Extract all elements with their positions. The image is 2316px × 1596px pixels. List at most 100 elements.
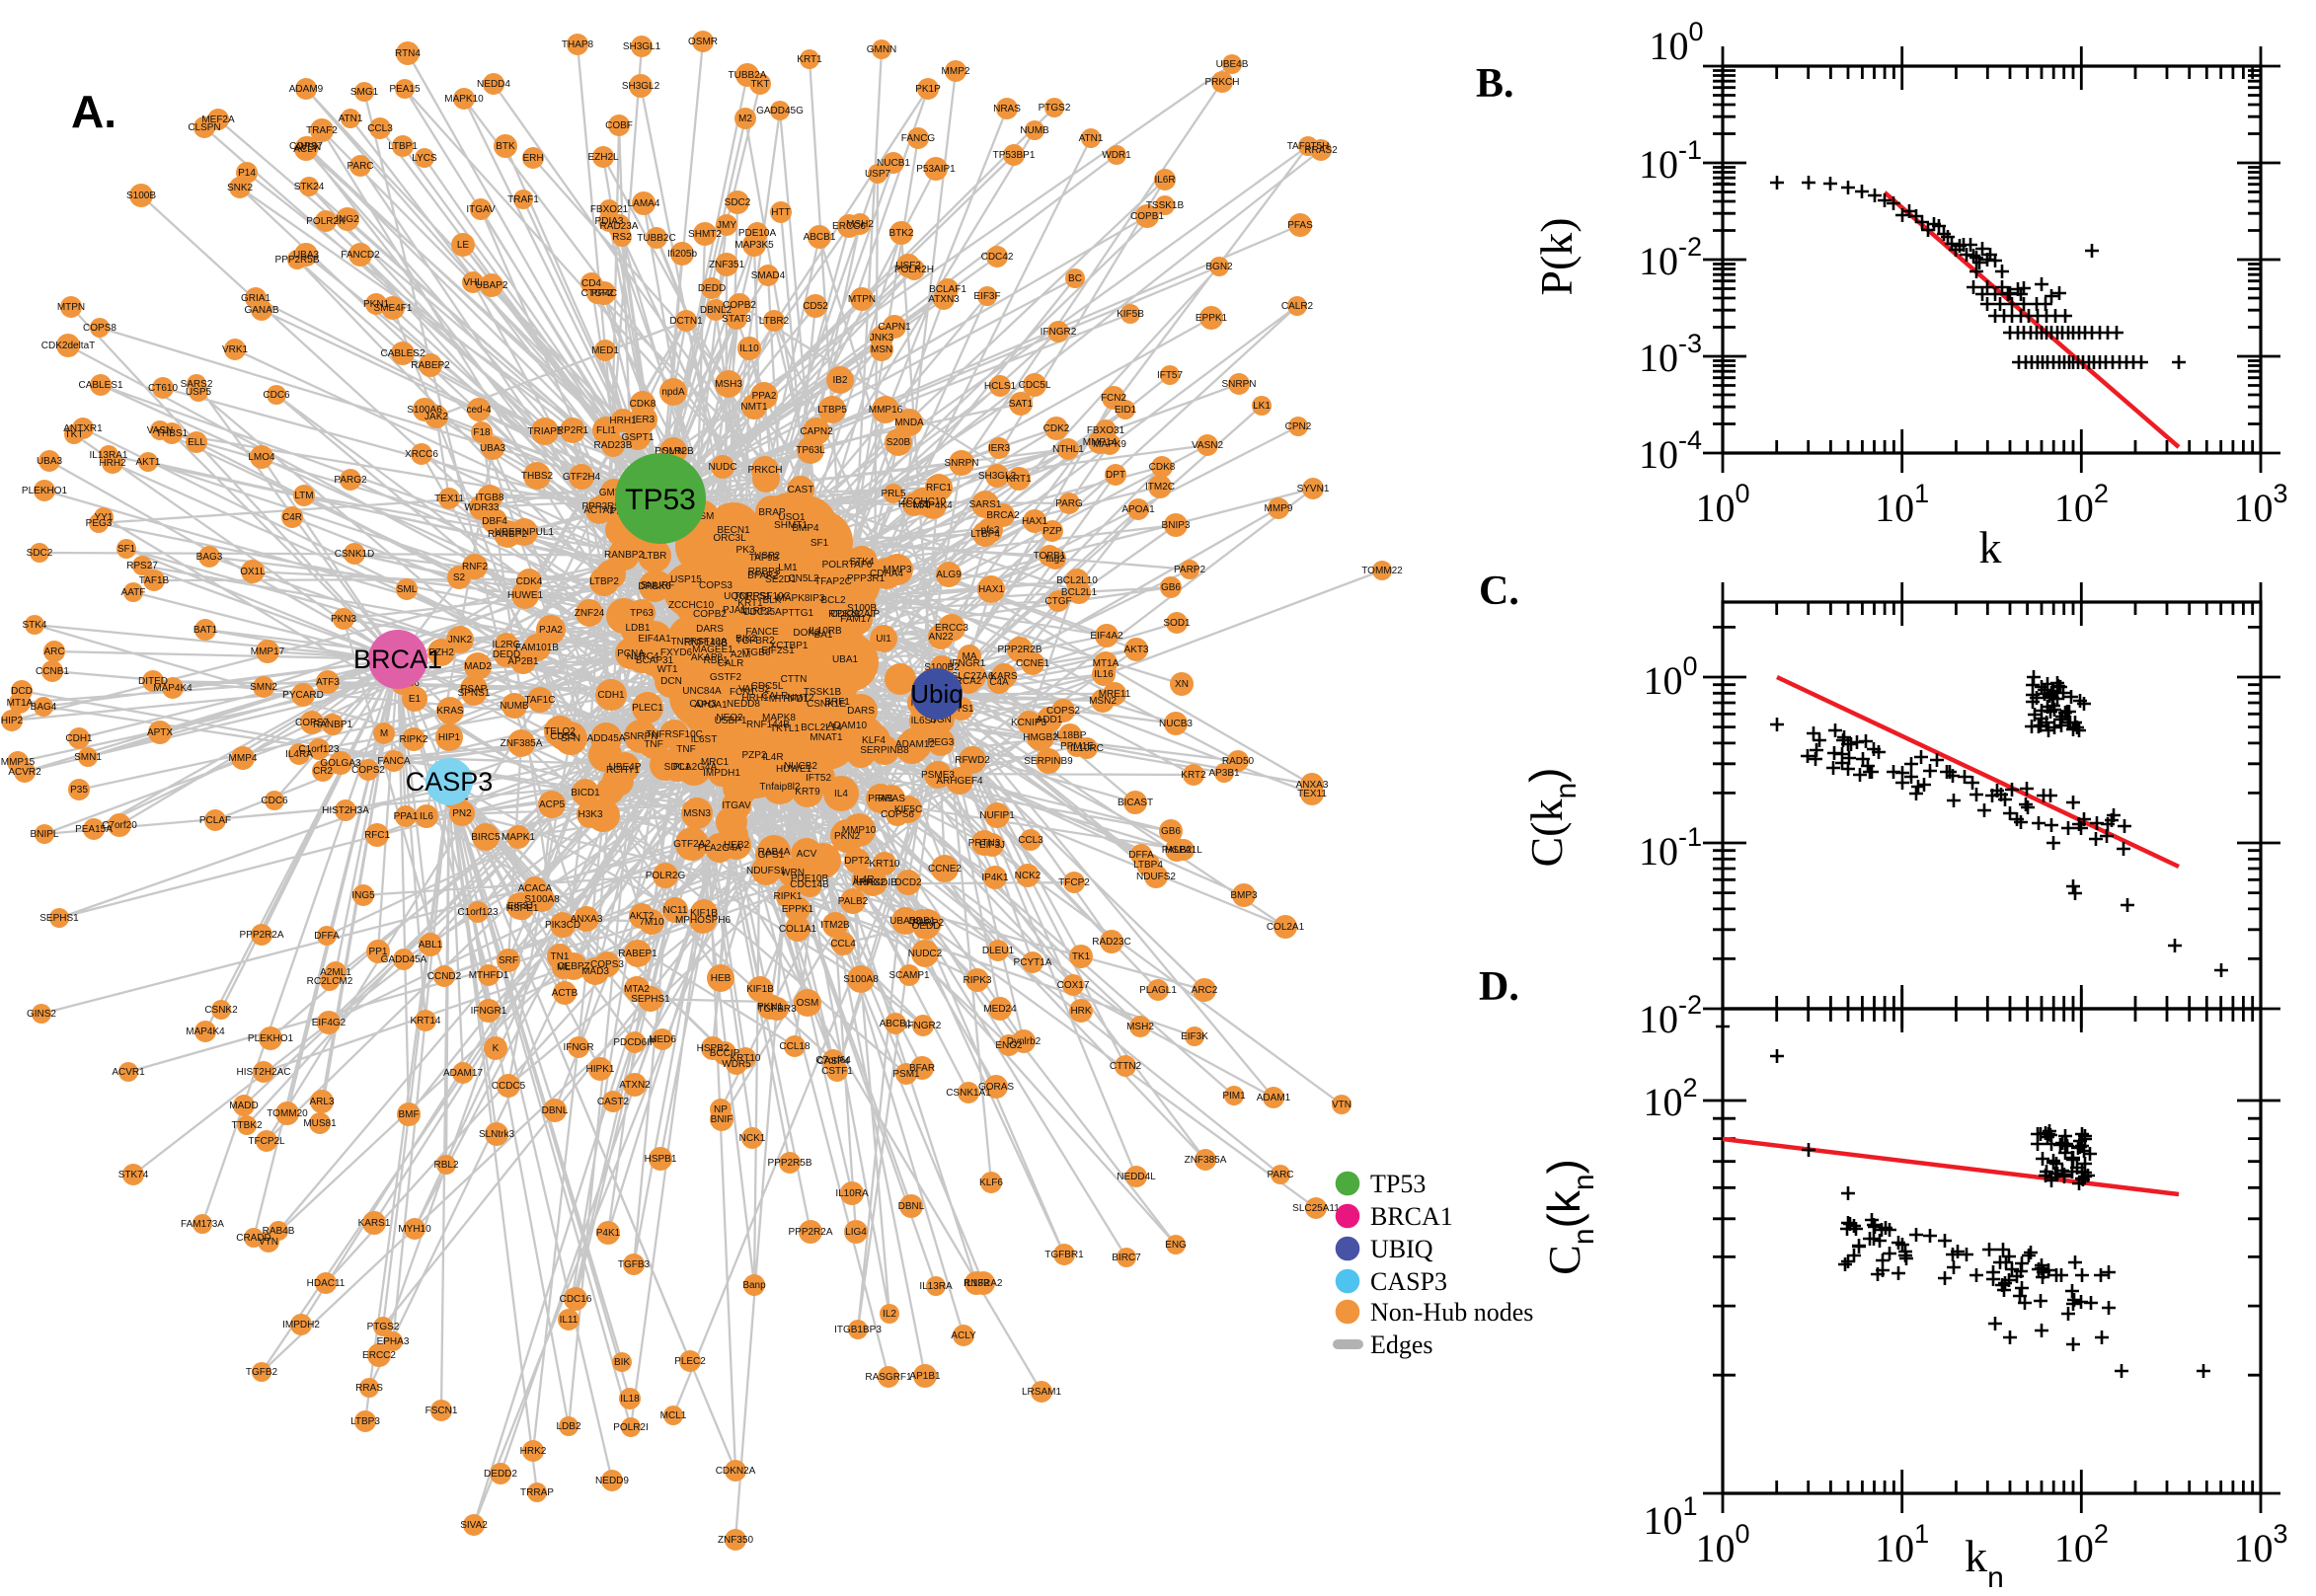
svg-text:POLR2H: POLR2H bbox=[894, 265, 934, 275]
svg-text:ACP5: ACP5 bbox=[539, 799, 566, 810]
svg-text:HTT: HTT bbox=[771, 207, 790, 218]
svg-text:PP1: PP1 bbox=[369, 947, 388, 957]
svg-text:ITM2C: ITM2C bbox=[1145, 482, 1175, 493]
svg-text:ADAM1: ADAM1 bbox=[1257, 1093, 1291, 1103]
svg-text:LTBP2: LTBP2 bbox=[589, 576, 619, 587]
svg-text:C4R: C4R bbox=[282, 512, 302, 523]
svg-text:K: K bbox=[493, 1043, 500, 1054]
svg-text:NMT2: NMT2 bbox=[787, 693, 814, 704]
svg-text:ACVR2: ACVR2 bbox=[8, 767, 41, 778]
svg-text:CAST2: CAST2 bbox=[597, 1097, 630, 1107]
svg-text:MAPK10: MAPK10 bbox=[444, 94, 484, 105]
svg-text:MADD: MADD bbox=[229, 1101, 258, 1111]
svg-text:HAX1: HAX1 bbox=[1022, 516, 1048, 527]
svg-text:KRT1: KRT1 bbox=[1006, 474, 1032, 485]
svg-text:TRRAP: TRRAP bbox=[520, 1487, 554, 1498]
svg-text:HAX2: HAX2 bbox=[860, 877, 887, 888]
svg-text:GORAS: GORAS bbox=[978, 1082, 1014, 1093]
svg-text:TEX11: TEX11 bbox=[434, 494, 464, 504]
svg-text:PJA1: PJA1 bbox=[723, 605, 746, 616]
svg-text:LDB2: LDB2 bbox=[556, 1421, 580, 1432]
svg-text:CDKN2AIP: CDKN2AIP bbox=[830, 609, 880, 620]
svg-text:DBNL: DBNL bbox=[542, 1105, 569, 1116]
svg-text:COPS7: COPS7 bbox=[295, 718, 329, 728]
svg-text:TELO2: TELO2 bbox=[544, 726, 576, 737]
svg-text:TK1: TK1 bbox=[1072, 951, 1091, 962]
svg-text:DCN: DCN bbox=[660, 676, 682, 687]
svg-text:S20B: S20B bbox=[887, 437, 911, 448]
svg-text:FSCN1: FSCN1 bbox=[425, 1406, 458, 1416]
svg-text:SAT1: SAT1 bbox=[1009, 399, 1034, 410]
svg-text:COL2A1: COL2A1 bbox=[1267, 922, 1305, 933]
svg-text:PARG2: PARG2 bbox=[334, 475, 367, 486]
svg-text:PRL5: PRL5 bbox=[881, 489, 905, 499]
svg-text:Non-Hub nodes: Non-Hub nodes bbox=[1370, 1298, 1533, 1327]
svg-text:PK1P: PK1P bbox=[915, 84, 941, 95]
svg-text:MMP2: MMP2 bbox=[942, 66, 970, 77]
svg-text:SLC25A11: SLC25A11 bbox=[1292, 1203, 1340, 1214]
svg-text:BICD1: BICD1 bbox=[571, 788, 600, 798]
svg-text:MAP4K4: MAP4K4 bbox=[913, 500, 953, 511]
svg-text:S100A8: S100A8 bbox=[524, 894, 560, 905]
svg-text:S100B: S100B bbox=[847, 603, 877, 614]
svg-text:C7orf64: C7orf64 bbox=[815, 1055, 851, 1066]
svg-text:ENG2: ENG2 bbox=[995, 1040, 1023, 1051]
svg-text:TRIAP1: TRIAP1 bbox=[527, 426, 562, 437]
svg-text:HUWE1: HUWE1 bbox=[507, 590, 544, 601]
svg-text:A2ML1: A2ML1 bbox=[320, 967, 351, 978]
svg-text:AKT2: AKT2 bbox=[629, 911, 654, 922]
svg-text:MYH10: MYH10 bbox=[398, 1224, 431, 1235]
svg-text:DEDD: DEDD bbox=[698, 283, 726, 294]
svg-text:MAPK8IP3: MAPK8IP3 bbox=[777, 593, 825, 604]
svg-text:WDR1: WDR1 bbox=[1102, 150, 1131, 161]
svg-text:CDK8: CDK8 bbox=[630, 399, 656, 410]
svg-text:FANCE: FANCE bbox=[745, 627, 779, 638]
svg-text:S100B2: S100B2 bbox=[924, 662, 960, 673]
svg-text:FAM17: FAM17 bbox=[840, 614, 872, 625]
svg-text:DBF4: DBF4 bbox=[482, 516, 507, 527]
svg-text:PIM1: PIM1 bbox=[1222, 1091, 1246, 1102]
svg-text:MT1A: MT1A bbox=[1093, 658, 1119, 669]
svg-text:PP4C: PP4C bbox=[591, 288, 617, 299]
svg-text:CD52: CD52 bbox=[803, 301, 828, 312]
svg-text:IL10RA: IL10RA bbox=[835, 1188, 869, 1199]
svg-text:CDKN2A: CDKN2A bbox=[716, 1466, 756, 1477]
svg-text:MED1: MED1 bbox=[591, 345, 619, 356]
svg-text:RFWD2: RFWD2 bbox=[955, 755, 990, 766]
svg-text:DOK2: DOK2 bbox=[793, 628, 820, 639]
svg-text:IL6ST: IL6ST bbox=[911, 716, 938, 726]
svg-text:MMP10: MMP10 bbox=[842, 825, 877, 836]
svg-text:ITGB1BP3: ITGB1BP3 bbox=[834, 1325, 882, 1335]
svg-text:VARS2: VARS2 bbox=[738, 684, 770, 695]
svg-text:TN1: TN1 bbox=[551, 951, 570, 962]
svg-text:DDB1: DDB1 bbox=[909, 916, 936, 927]
svg-text:MNAT1: MNAT1 bbox=[810, 732, 843, 743]
svg-text:P35: P35 bbox=[70, 785, 88, 796]
svg-text:PN2: PN2 bbox=[452, 808, 472, 819]
svg-text:THAP8: THAP8 bbox=[562, 39, 594, 50]
svg-text:PIK3CD: PIK3CD bbox=[545, 920, 580, 931]
svg-text:FANCG: FANCG bbox=[901, 133, 936, 144]
svg-text:PK3: PK3 bbox=[736, 545, 755, 556]
svg-text:RTN4: RTN4 bbox=[395, 48, 421, 59]
svg-text:SFN: SFN bbox=[561, 733, 580, 744]
svg-text:TNF: TNF bbox=[676, 744, 695, 755]
svg-text:S2: S2 bbox=[453, 572, 466, 583]
svg-text:CDH1: CDH1 bbox=[65, 733, 93, 744]
svg-text:IL2: IL2 bbox=[883, 1309, 896, 1320]
svg-text:TP53: TP53 bbox=[1370, 1170, 1426, 1198]
svg-text:UNC84A: UNC84A bbox=[682, 686, 722, 697]
svg-text:PCNA: PCNA bbox=[617, 648, 645, 659]
svg-text:CALR: CALR bbox=[718, 658, 744, 669]
svg-text:GANAB: GANAB bbox=[244, 305, 278, 316]
svg-text:CAST: CAST bbox=[788, 485, 814, 495]
svg-text:PRKCH: PRKCH bbox=[747, 465, 782, 476]
svg-text:ING5: ING5 bbox=[351, 890, 375, 901]
svg-text:LTBR2: LTBR2 bbox=[759, 316, 790, 327]
svg-text:IL13RA: IL13RA bbox=[919, 1281, 953, 1292]
svg-text:KRT1: KRT1 bbox=[737, 598, 763, 609]
svg-text:ITGAV: ITGAV bbox=[466, 204, 496, 215]
svg-text:100: 100 bbox=[1649, 17, 1703, 68]
svg-text:CABLES2: CABLES2 bbox=[380, 348, 425, 359]
svg-text:SHMT2: SHMT2 bbox=[688, 229, 722, 240]
